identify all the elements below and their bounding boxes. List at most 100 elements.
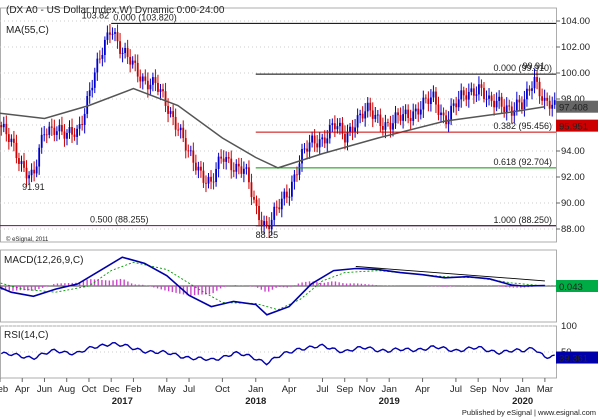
price-bar-body bbox=[187, 150, 190, 152]
price-bar-body bbox=[258, 205, 260, 221]
price-bar-body bbox=[2, 123, 5, 128]
x-month-label: Jan bbox=[248, 384, 263, 395]
x-month-label: Feb bbox=[0, 384, 8, 395]
price-bar-body bbox=[437, 104, 440, 116]
price-bar-body bbox=[288, 196, 291, 198]
price-bar-body bbox=[520, 102, 523, 110]
macd-tag-bg bbox=[556, 280, 598, 292]
price-annotation: 88.25 bbox=[256, 230, 279, 240]
candle-layer bbox=[0, 24, 556, 238]
price-bar-body bbox=[427, 98, 430, 104]
price-bar-body bbox=[182, 127, 185, 139]
price-bar-body bbox=[404, 109, 407, 115]
price-bar-body bbox=[212, 181, 215, 183]
price-bar-body bbox=[361, 113, 364, 119]
price-bar-body bbox=[455, 103, 458, 108]
price-bar-body bbox=[121, 53, 124, 54]
x-month-label: Dec bbox=[103, 384, 120, 395]
price-bar-body bbox=[13, 138, 15, 143]
price-bar-body bbox=[316, 143, 319, 148]
rsi-tick-label: 100 bbox=[561, 321, 577, 332]
price-bar-body bbox=[270, 219, 273, 230]
price-bar-body bbox=[7, 134, 10, 143]
price-bar-body bbox=[55, 131, 58, 135]
price-bar-body bbox=[124, 48, 126, 54]
price-bar-body bbox=[194, 162, 197, 171]
ma55-line bbox=[0, 87, 546, 169]
price-bar-body bbox=[217, 156, 220, 169]
price-bar-body bbox=[45, 134, 48, 136]
price-bar-body bbox=[430, 97, 432, 104]
price-bar-body bbox=[174, 116, 177, 130]
price-bar-body bbox=[278, 207, 281, 210]
x-month-label: Jan bbox=[382, 384, 397, 395]
price-bar-body bbox=[192, 150, 195, 163]
rsi-tag-bg bbox=[556, 351, 598, 364]
price-bar-body bbox=[346, 132, 349, 143]
price-bar-body bbox=[43, 134, 46, 136]
price-bar-body bbox=[149, 84, 152, 90]
price-bar-body bbox=[177, 129, 180, 131]
price-tag-label: 95.951 bbox=[559, 122, 588, 133]
price-bar-body bbox=[374, 114, 377, 119]
price-tag-label: 97.408 bbox=[559, 103, 588, 114]
price-bar-body bbox=[273, 206, 276, 220]
price-bar-body bbox=[200, 166, 202, 171]
price-bar-body bbox=[68, 127, 71, 133]
copyright: © eSignal, 2011 bbox=[6, 236, 49, 243]
axis-tick-label: 98.00 bbox=[561, 94, 585, 105]
price-bar-body bbox=[308, 142, 311, 152]
x-year-label: 2020 bbox=[512, 396, 533, 407]
price-bar-body bbox=[480, 84, 483, 88]
price-bar-body bbox=[164, 91, 167, 106]
price-bar-body bbox=[546, 97, 549, 101]
price-bar-body bbox=[50, 126, 53, 128]
price-bar-body bbox=[255, 199, 258, 206]
price-bar-body bbox=[35, 166, 38, 174]
price-bar-body bbox=[498, 96, 501, 101]
price-bar-body bbox=[235, 163, 238, 172]
price-bar-body bbox=[326, 138, 329, 144]
price-bar-body bbox=[245, 167, 248, 169]
price-bar-body bbox=[450, 105, 453, 120]
price-bar-body bbox=[500, 96, 503, 107]
axis-tick-label: 90.00 bbox=[561, 198, 585, 209]
price-bar-body bbox=[119, 41, 121, 54]
price-bar-body bbox=[146, 80, 149, 90]
price-bar-body bbox=[179, 127, 182, 131]
price-bar-body bbox=[465, 95, 468, 100]
price-bar-body bbox=[136, 62, 139, 77]
price-bar-body bbox=[167, 105, 169, 114]
price-bar-body bbox=[296, 174, 298, 176]
price-bar-body bbox=[227, 157, 230, 159]
price-bar-body bbox=[538, 81, 541, 97]
grid-layer bbox=[0, 7, 557, 379]
macd-signal-line bbox=[0, 261, 545, 311]
price-bar-body bbox=[513, 110, 516, 116]
price-bar-body bbox=[478, 84, 480, 95]
price-bar-body bbox=[493, 100, 495, 108]
price-bar-body bbox=[394, 112, 397, 124]
price-bar-body bbox=[248, 167, 250, 183]
x-month-label: Aug bbox=[58, 384, 75, 395]
price-bar-body bbox=[157, 82, 159, 92]
price-bar-body bbox=[371, 110, 374, 119]
price-bar-body bbox=[331, 123, 334, 126]
price-bar-body bbox=[197, 166, 200, 171]
price-bar-body bbox=[508, 105, 511, 107]
price-bar-body bbox=[379, 114, 382, 126]
price-bar-body bbox=[306, 148, 308, 152]
price-bar-body bbox=[139, 76, 142, 82]
price-bar-body bbox=[215, 168, 217, 182]
price-bar-body bbox=[351, 126, 354, 132]
price-bar-body bbox=[414, 108, 417, 112]
price-bar-body bbox=[321, 137, 324, 140]
price-bar-body bbox=[40, 134, 43, 148]
price-bar-body bbox=[73, 134, 76, 137]
price-bar-body bbox=[470, 88, 473, 92]
price-bar-body bbox=[88, 90, 91, 97]
price-bar-body bbox=[129, 56, 132, 65]
fib-level-label: 0.000 (103.820) bbox=[113, 12, 177, 22]
price-bar-body bbox=[495, 100, 498, 108]
